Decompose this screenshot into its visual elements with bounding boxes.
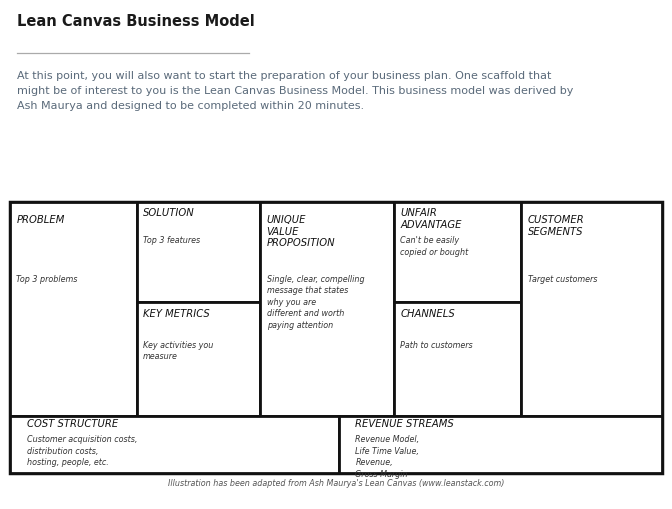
Text: At this point, you will also want to start the preparation of your business plan: At this point, you will also want to sta… bbox=[17, 71, 573, 111]
Text: Target customers: Target customers bbox=[528, 275, 597, 284]
Text: Top 3 problems: Top 3 problems bbox=[16, 275, 78, 284]
Text: Path to customers: Path to customers bbox=[401, 341, 473, 350]
Text: Single, clear, compelling
message that states
why you are
different and worth
pa: Single, clear, compelling message that s… bbox=[267, 275, 364, 330]
Text: Can't be easily
copied or bought: Can't be easily copied or bought bbox=[401, 236, 468, 257]
Text: CHANNELS: CHANNELS bbox=[401, 309, 455, 319]
Bar bbox=[10, 203, 137, 416]
Bar bbox=[137, 302, 260, 416]
Text: COST STRUCTURE: COST STRUCTURE bbox=[26, 419, 118, 430]
Bar bbox=[10, 203, 662, 473]
Text: KEY METRICS: KEY METRICS bbox=[143, 309, 210, 319]
Bar bbox=[260, 203, 394, 416]
Text: Revenue Model,
Life Time Value,
Revenue,
Gross Margin: Revenue Model, Life Time Value, Revenue,… bbox=[355, 435, 419, 478]
Text: PROBLEM: PROBLEM bbox=[16, 215, 65, 225]
Text: Lean Canvas Business Model: Lean Canvas Business Model bbox=[17, 14, 255, 29]
Text: REVENUE STREAMS: REVENUE STREAMS bbox=[355, 419, 454, 430]
Bar bbox=[10, 416, 339, 473]
Text: Top 3 features: Top 3 features bbox=[143, 236, 200, 245]
Text: UNFAIR
ADVANTAGE: UNFAIR ADVANTAGE bbox=[401, 208, 462, 230]
Text: Customer acquisition costs,
distribution costs,
hosting, people, etc.: Customer acquisition costs, distribution… bbox=[26, 435, 137, 467]
Text: SOLUTION: SOLUTION bbox=[143, 208, 195, 218]
Bar bbox=[339, 416, 662, 473]
Text: UNIQUE
VALUE
PROPOSITION: UNIQUE VALUE PROPOSITION bbox=[267, 215, 335, 248]
Bar bbox=[521, 203, 662, 416]
Text: Key activities you
measure: Key activities you measure bbox=[143, 341, 213, 361]
Text: Illustration has been adapted from Ash Maurya's Lean Canvas (www.leanstack.com): Illustration has been adapted from Ash M… bbox=[168, 479, 504, 488]
Bar bbox=[137, 203, 260, 302]
Bar bbox=[394, 203, 521, 302]
Text: CUSTOMER
SEGMENTS: CUSTOMER SEGMENTS bbox=[528, 215, 585, 237]
Bar bbox=[394, 302, 521, 416]
